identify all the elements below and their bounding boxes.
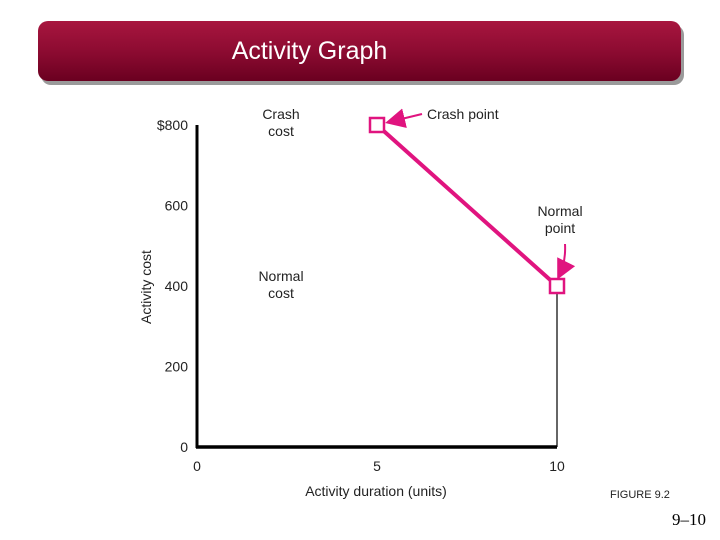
figure-label: FIGURE 9.2: [610, 489, 670, 501]
x-tick-label: 5: [373, 458, 381, 474]
y-axis-label: Activity cost: [138, 250, 154, 324]
y-tick-label: 600: [165, 198, 189, 214]
x-tick-label: 0: [193, 458, 201, 474]
y-tick-label: 200: [165, 359, 189, 375]
crash-point-arrow: [385, 108, 423, 128]
crash-cost-annotation: Crash cost: [262, 106, 299, 139]
y-tick-label: $800: [157, 117, 188, 133]
x-tick-label: 10: [549, 458, 565, 474]
slide-title: Activity Graph: [231, 36, 388, 65]
crash-point-marker: [368, 116, 386, 134]
crash-point-label: Crash point: [427, 106, 499, 122]
normal-point-arrow: [557, 243, 576, 280]
normal-cost-annotation: Normal cost: [258, 268, 303, 301]
normal-point-marker: [548, 277, 566, 295]
title-bar: Activity Graph: [38, 21, 681, 81]
y-tick-label: 0: [180, 439, 188, 455]
chart-layer: 0 200 400 600 $800 0 5 10 Crash point Normal point…: [157, 106, 583, 474]
normal-point-label: Normal point: [537, 203, 582, 236]
x-axis-label: Activity duration (units): [305, 483, 447, 499]
page-number: 9–10: [672, 510, 706, 529]
series-line-segment: [375, 123, 559, 288]
y-tick-label: 400: [165, 278, 189, 294]
